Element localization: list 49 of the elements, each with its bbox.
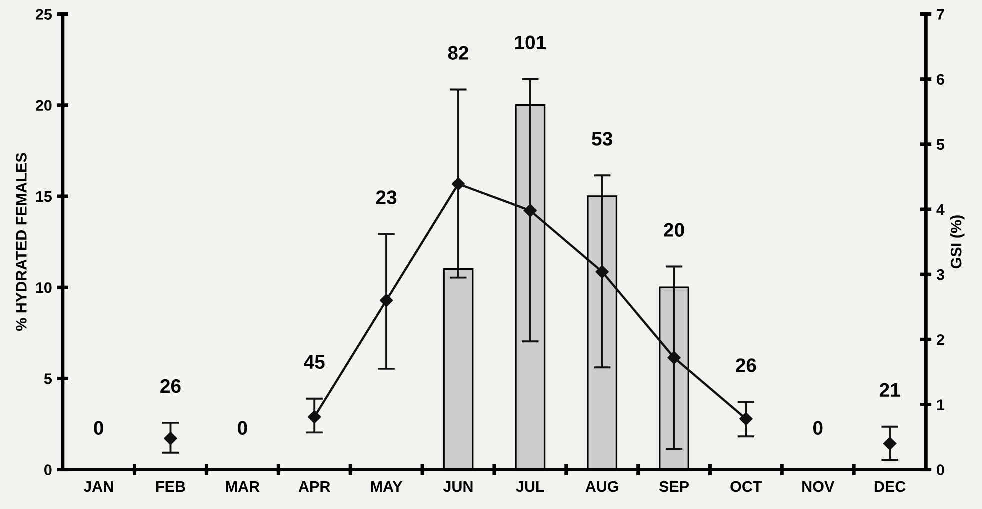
annotation: 101 [515,36,546,50]
y-tick-label: 10 [36,282,52,294]
y2-tick-label: 0 [937,464,944,476]
y2-tick-label: 7 [937,9,944,20]
x-tick-label: DEC [874,481,906,492]
point [740,412,753,426]
y2-tick-label: 4 [936,204,945,216]
annotation: 0 [813,421,823,436]
x-tick-label: SEP [659,481,690,492]
point [596,265,609,279]
annotation: 53 [592,132,612,146]
annotation: 45 [304,356,325,370]
y-tick-label: 20 [36,100,52,112]
y-tick-label: 15 [36,192,52,202]
x-tick-label: FEB [156,481,186,492]
point [452,178,466,191]
y2-tick-label: 6 [937,74,944,86]
point [524,204,537,218]
y-tick-label: 25 [36,9,52,20]
point [164,432,178,446]
x-tick-label: APR [298,481,330,492]
y-axis-title: % HYDRATED FEMALES [16,153,27,332]
y-tick-label: 0 [44,464,52,476]
annotation: 82 [448,46,469,60]
x-tick-label: MAY [371,481,403,492]
annotation: 23 [376,190,397,204]
y2-tick-label: 2 [936,334,944,346]
annotation: 0 [238,421,248,436]
annotation: 0 [94,421,104,436]
x-tick-label: OCT [730,481,762,492]
y2-tick-label: 5 [936,139,945,150]
point [668,351,681,364]
y-tick-label: 5 [44,374,52,384]
annotation: 26 [736,358,756,372]
x-tick-label: JUL [516,481,544,492]
x-tick-label: JUN [443,481,473,492]
y2-tick-label: 1 [937,400,945,410]
point [308,410,322,424]
point [380,294,394,308]
x-tick-label: NOV [802,481,835,492]
point [883,437,897,450]
annotation: 20 [664,223,684,237]
x-tick-label: AUG [586,481,618,492]
x-tick-label: MAR [226,481,260,492]
x-tick-label: JAN [84,481,114,492]
annotation: 21 [880,383,900,397]
y2-axis-title: GSI (%) [950,216,965,269]
y2-tick-label: 3 [936,269,944,280]
annotation: 26 [160,379,181,394]
